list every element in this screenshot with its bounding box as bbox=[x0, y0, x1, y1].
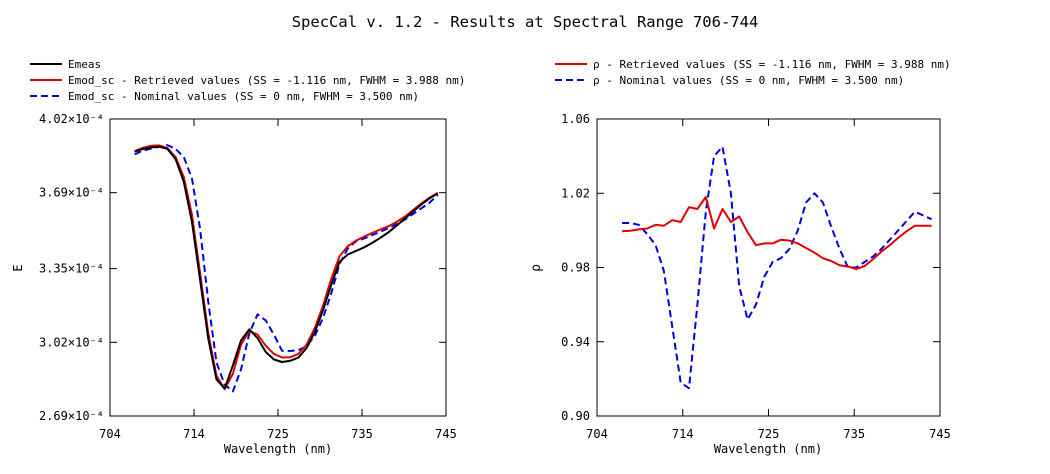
legend-label-emod-nominal: Emod_sc - Nominal values (SS = 0 nm, FWH… bbox=[68, 90, 419, 103]
legend-right: ρ - Retrieved values (SS = -1.116 nm, FW… bbox=[555, 58, 951, 87]
legend-left: Emeas Emod_sc - Retrieved values (SS = -… bbox=[30, 58, 465, 103]
chart-title: SpecCal v. 1.2 - Results at Spectral Ran… bbox=[292, 13, 759, 31]
right-y-tick-0-label: 0.90 bbox=[561, 409, 590, 423]
left-y-axis-label: E bbox=[11, 264, 25, 271]
right-x-ticks: 704 714 725 735 745 bbox=[586, 119, 951, 441]
plot-left-frame bbox=[109, 118, 447, 417]
right-x-axis-label: Wavelength (nm) bbox=[714, 442, 822, 456]
plot-left: 2.69×10⁻⁴ 3.02×10⁻⁴ 3.35×10⁻⁴ 3.69×10⁻⁴ 4.02… bbox=[11, 112, 457, 456]
left-series-line-1 bbox=[134, 144, 439, 391]
right-y-ticks: 0.90 0.94 0.98 1.02 1.06 bbox=[561, 112, 940, 423]
right-x-tick-2-label: 725 bbox=[758, 427, 780, 441]
legend-label-emod-retrieved: Emod_sc - Retrieved values (SS = -1.116 … bbox=[68, 74, 465, 87]
left-y-tick-1-label: 3.02×10⁻⁴ bbox=[39, 335, 104, 349]
right-y-tick-4-label: 1.06 bbox=[561, 112, 590, 126]
right-y-tick-3-label: 1.02 bbox=[561, 186, 590, 200]
left-y-tick-4-label: 4.02×10⁻⁴ bbox=[39, 112, 104, 126]
right-series-lines bbox=[622, 145, 933, 390]
right-x-tick-4-label: 745 bbox=[929, 427, 951, 441]
legend-label-rho-retrieved: ρ - Retrieved values (SS = -1.116 nm, FW… bbox=[593, 58, 951, 71]
right-x-tick-3-label: 735 bbox=[843, 427, 865, 441]
right-series-line-1 bbox=[622, 145, 933, 390]
left-x-axis-label: Wavelength (nm) bbox=[224, 442, 332, 456]
left-series-line-0 bbox=[134, 145, 439, 390]
right-x-tick-1-label: 714 bbox=[672, 427, 694, 441]
plot-right-frame bbox=[596, 118, 941, 417]
legend-label-rho-nominal: ρ - Nominal values (SS = 0 nm, FWHM = 3.… bbox=[593, 74, 904, 87]
left-y-tick-2-label: 3.35×10⁻⁴ bbox=[39, 262, 104, 276]
left-series-lines bbox=[134, 144, 439, 393]
left-y-tick-3-label: 3.69×10⁻⁴ bbox=[39, 186, 104, 200]
right-y-axis-label: ρ bbox=[529, 264, 544, 272]
legend-label-emeas: Emeas bbox=[68, 58, 101, 71]
left-x-ticks: 704 714 725 735 745 bbox=[99, 119, 457, 441]
left-y-ticks: 2.69×10⁻⁴ 3.02×10⁻⁴ 3.35×10⁻⁴ 3.69×10⁻⁴ 4.02… bbox=[39, 112, 446, 423]
left-series-line-2 bbox=[134, 144, 439, 393]
left-x-tick-2-label: 725 bbox=[267, 427, 289, 441]
left-x-tick-3-label: 735 bbox=[351, 427, 373, 441]
right-y-tick-1-label: 0.94 bbox=[561, 335, 590, 349]
plot-right: 0.90 0.94 0.98 1.02 1.06 704 714 725 735 745 Wav… bbox=[529, 112, 951, 456]
left-x-tick-4-label: 745 bbox=[435, 427, 457, 441]
left-x-tick-1-label: 714 bbox=[183, 427, 205, 441]
left-y-tick-0-label: 2.69×10⁻⁴ bbox=[39, 409, 104, 423]
right-x-tick-0-label: 704 bbox=[586, 427, 608, 441]
right-y-tick-2-label: 0.98 bbox=[561, 261, 590, 275]
left-x-tick-0-label: 704 bbox=[99, 427, 121, 441]
right-series-line-0 bbox=[622, 196, 932, 270]
